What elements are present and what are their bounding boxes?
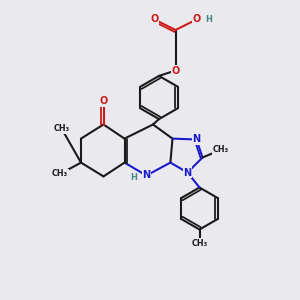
Text: CH₃: CH₃ bbox=[212, 146, 229, 154]
Text: O: O bbox=[99, 96, 108, 106]
Text: CH₃: CH₃ bbox=[53, 124, 70, 133]
Text: N: N bbox=[142, 170, 151, 181]
Text: O: O bbox=[150, 14, 159, 25]
Text: CH₃: CH₃ bbox=[191, 238, 208, 247]
Text: O: O bbox=[192, 14, 201, 25]
Text: CH₃: CH₃ bbox=[52, 169, 68, 178]
Text: H: H bbox=[130, 173, 137, 182]
Text: N: N bbox=[183, 167, 192, 178]
Text: O: O bbox=[171, 65, 180, 76]
Text: H: H bbox=[205, 15, 212, 24]
Text: N: N bbox=[192, 134, 201, 145]
